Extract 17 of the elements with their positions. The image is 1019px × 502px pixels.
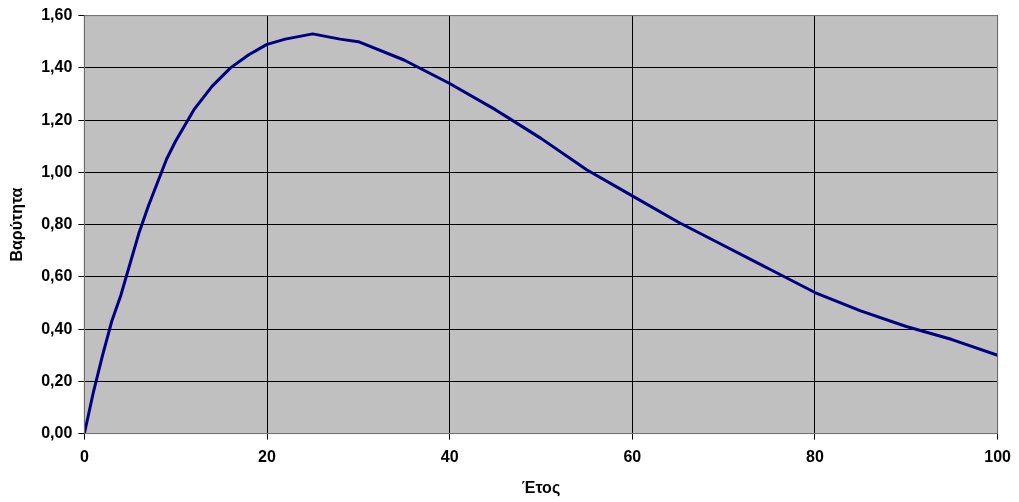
y-tick-label: 0,00 xyxy=(41,424,73,442)
x-tick-label: 60 xyxy=(623,447,642,465)
x-tick-label: 20 xyxy=(258,447,276,465)
y-tick-label: 1,60 xyxy=(41,6,73,24)
x-tick-label: 80 xyxy=(806,447,824,465)
y-tick-label: 1,40 xyxy=(41,58,73,76)
y-tick-label: 1,00 xyxy=(41,162,73,180)
x-tick-label: 40 xyxy=(440,447,459,465)
y-tick-label: 0,80 xyxy=(41,215,73,233)
y-tick-label: 0,40 xyxy=(41,319,73,337)
y-axis-title: Βαρύτητα xyxy=(8,187,26,262)
y-tick-label: 1,20 xyxy=(41,110,73,128)
y-tick-label: 0,60 xyxy=(41,267,73,285)
y-tick-label: 0,20 xyxy=(41,371,73,389)
x-tick-label: 100 xyxy=(984,447,1012,465)
x-axis-title: Έτος xyxy=(521,478,561,497)
x-tick-label: 0 xyxy=(79,447,89,465)
